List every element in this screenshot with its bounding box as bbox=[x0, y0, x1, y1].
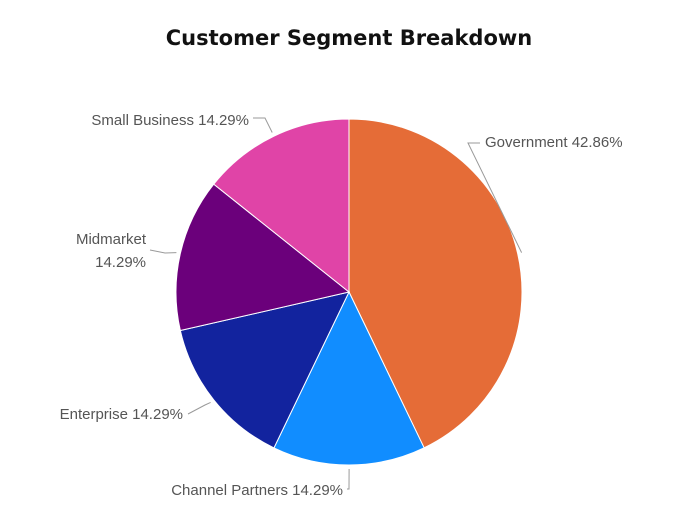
leader-line-midmarket bbox=[149, 249, 177, 254]
leader-line-small-business bbox=[253, 117, 273, 133]
pie-slice-channel-partners bbox=[273, 290, 425, 466]
pie-slice-small-business bbox=[213, 118, 350, 294]
pie-slice-government bbox=[348, 118, 523, 449]
pie-slice-midmarket bbox=[175, 183, 351, 332]
slice-label-channel-partners: Channel Partners 14.29% bbox=[171, 482, 343, 499]
slice-label-small-business: Small Business 14.29% bbox=[91, 112, 249, 129]
leader-line-enterprise bbox=[187, 401, 211, 415]
pie-slice-enterprise bbox=[179, 291, 350, 449]
leader-lines bbox=[149, 117, 523, 490]
slice-label-midmarket-value: 14.29% bbox=[95, 254, 146, 271]
slice-label-midmarket: Midmarket bbox=[76, 231, 147, 248]
leader-line-government bbox=[467, 142, 523, 253]
slice-label-government: Government 42.86% bbox=[485, 134, 623, 151]
leader-line-channel-partners bbox=[347, 468, 350, 490]
pie-slices bbox=[175, 118, 523, 466]
slice-label-enterprise: Enterprise 14.29% bbox=[60, 406, 183, 423]
chart-title: Customer Segment Breakdown bbox=[166, 26, 533, 50]
